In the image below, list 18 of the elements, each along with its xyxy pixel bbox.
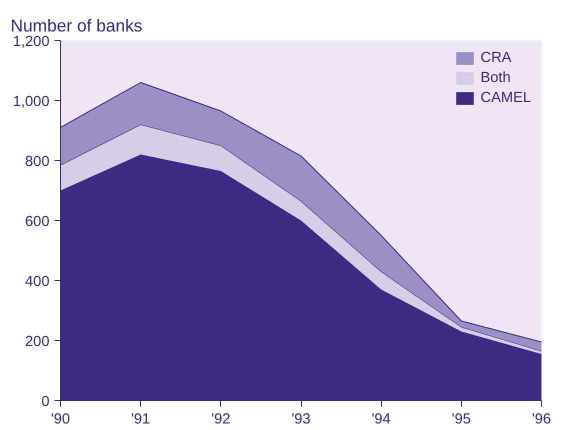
y-tick-label: 1,200 <box>12 34 50 50</box>
y-tick-label: 400 <box>25 274 50 290</box>
y-tick-label: 600 <box>25 214 50 230</box>
x-tick-label: '94 <box>372 412 391 428</box>
y-tick-label: 1,000 <box>12 94 50 110</box>
y-tick-label: 0 <box>41 394 50 410</box>
x-tick-label: '93 <box>291 412 311 428</box>
y-tick-label: 200 <box>25 334 50 350</box>
legend-label: Both <box>480 70 511 86</box>
legend-label: CRA <box>480 50 512 66</box>
x-tick-label: '91 <box>131 412 150 428</box>
y-tick-label: 800 <box>25 154 50 170</box>
x-tick-label: '96 <box>532 412 552 428</box>
x-tick-label: '90 <box>50 412 70 428</box>
x-tick-label: '95 <box>452 412 471 428</box>
y-axis-title: Number of banks <box>10 16 143 36</box>
x-tick-label: '92 <box>211 412 230 428</box>
legend-label: CAMEL <box>480 90 531 106</box>
